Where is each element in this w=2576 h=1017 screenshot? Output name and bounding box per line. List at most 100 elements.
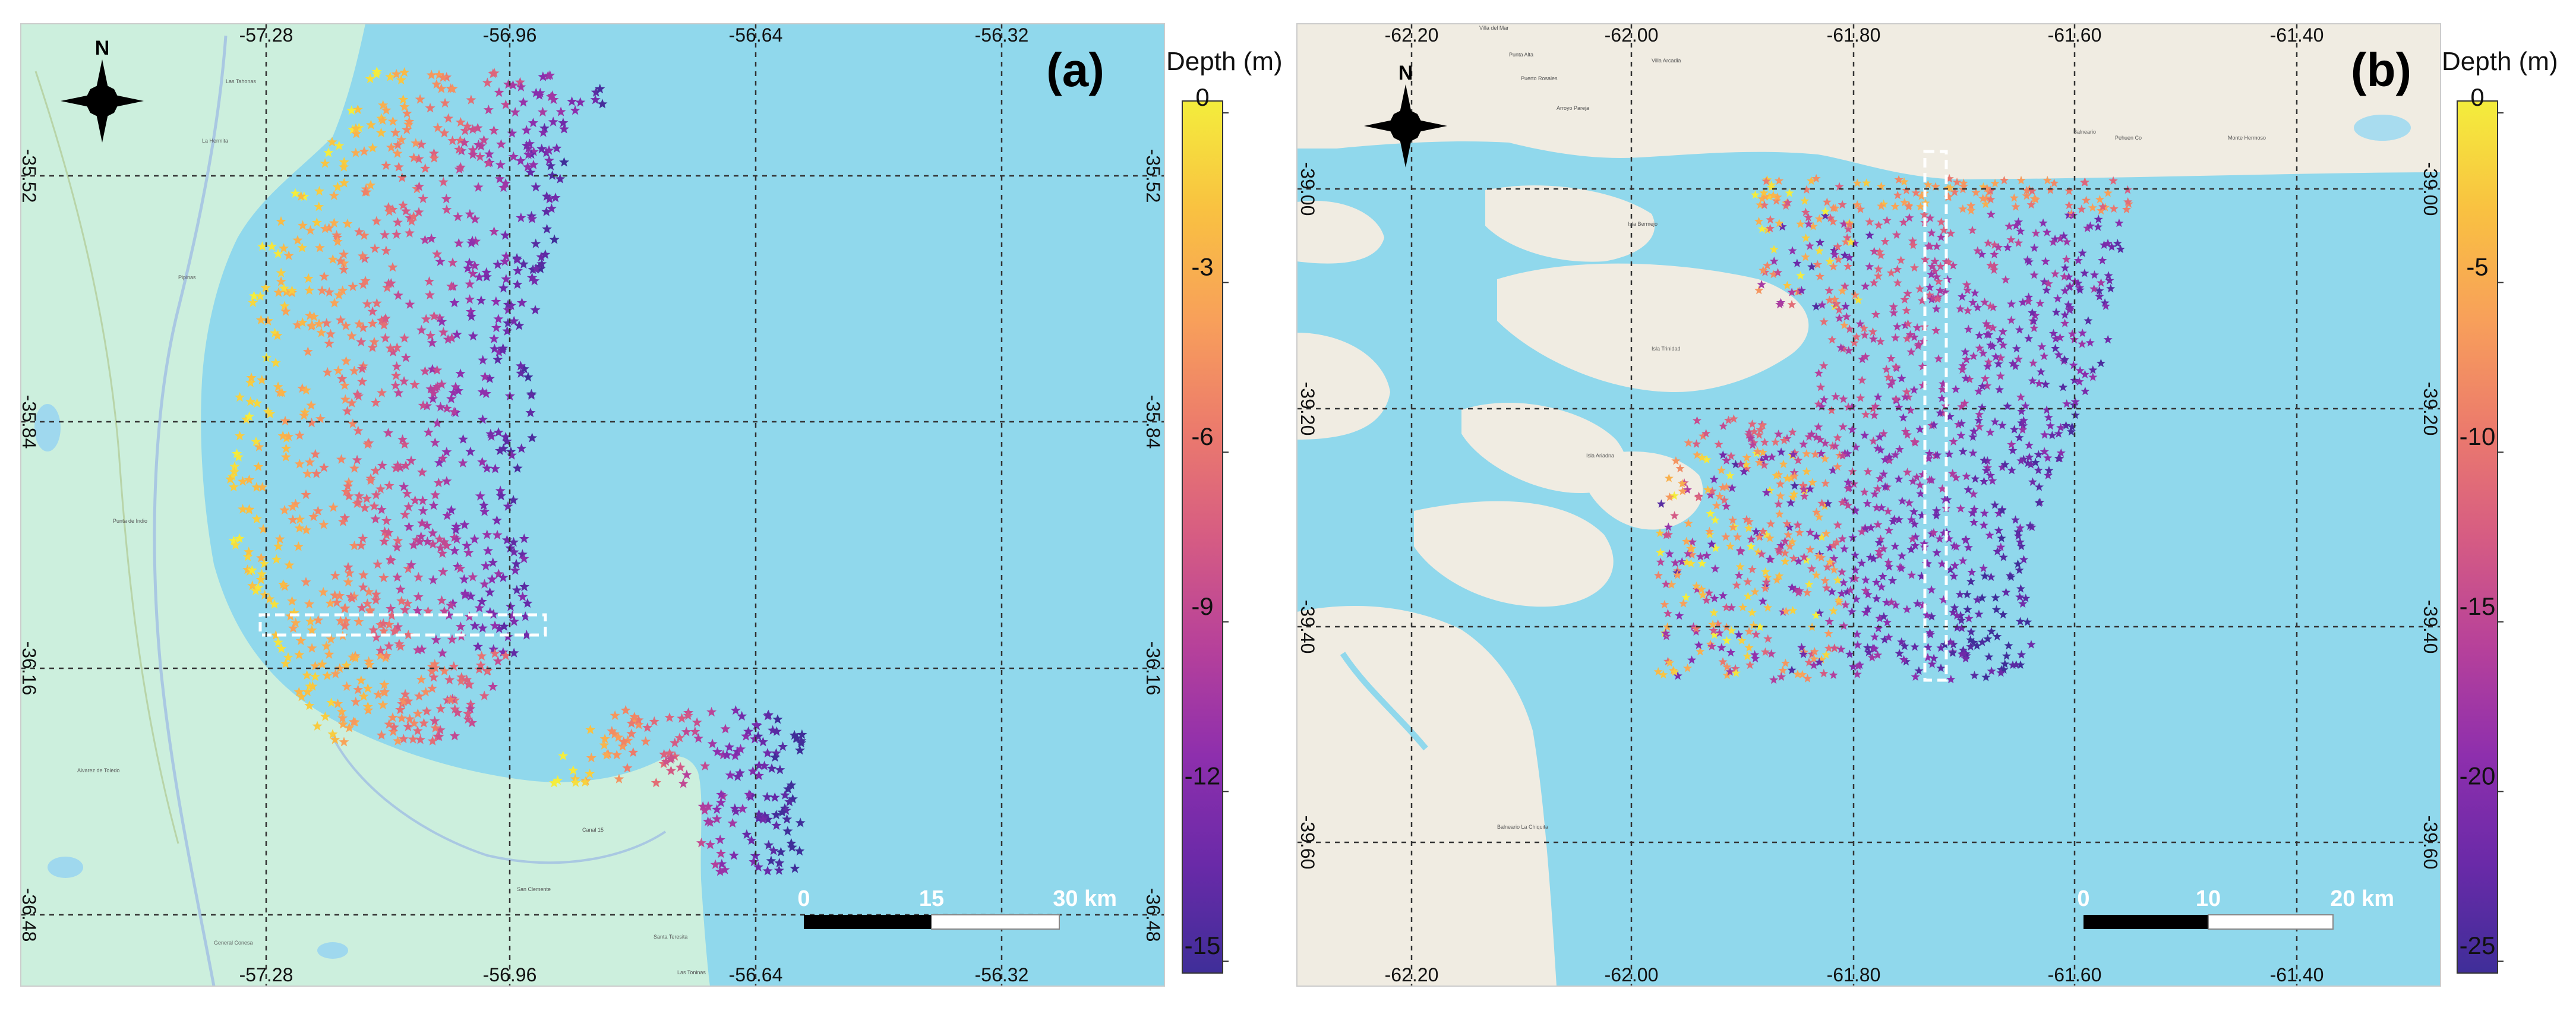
sample-point <box>737 710 747 721</box>
sample-point <box>2098 255 2107 265</box>
sample-point <box>2029 270 2039 279</box>
sample-point <box>469 620 480 630</box>
sample-point <box>438 72 449 82</box>
sample-point <box>493 314 504 324</box>
sample-point <box>1756 200 1765 209</box>
sample-point <box>528 159 539 169</box>
sample-point <box>1656 548 1665 557</box>
sample-point <box>389 722 399 732</box>
sample-point <box>1727 483 1737 492</box>
sample-point <box>1903 319 1913 328</box>
town-label: Monte Hermoso <box>2228 135 2266 141</box>
sample-point <box>320 711 330 721</box>
lat-label: -36.16 <box>18 642 40 696</box>
sample-point <box>1838 534 1847 543</box>
sample-point <box>1977 403 1987 412</box>
sample-point <box>332 232 343 242</box>
sample-point <box>1900 295 1909 304</box>
sample-point <box>1937 217 1946 226</box>
sample-point <box>753 731 763 741</box>
sample-point <box>1864 648 1873 656</box>
sample-point <box>683 710 693 720</box>
sample-point <box>2109 204 2119 213</box>
sample-point <box>478 500 489 510</box>
sample-point <box>413 153 424 164</box>
sample-point <box>436 83 447 93</box>
panel-a-map[interactable] <box>21 24 1164 986</box>
sample-point <box>238 504 248 514</box>
town-label: Isla Ariadna <box>1586 453 1614 459</box>
sample-point <box>379 687 390 697</box>
sample-point <box>1862 178 1871 187</box>
sample-point <box>444 674 455 685</box>
sample-point <box>297 242 308 252</box>
sample-point <box>1983 634 1993 643</box>
sample-point <box>1894 515 1904 524</box>
panel-a-lagoon-2 <box>48 857 83 878</box>
sample-point <box>1956 611 1965 620</box>
sample-point <box>1849 338 1859 347</box>
sample-point <box>402 124 412 134</box>
sample-point <box>580 776 591 787</box>
sample-point <box>1880 635 1889 644</box>
sample-point <box>1870 489 1880 498</box>
panel-b-map[interactable] <box>1297 24 2441 986</box>
sample-point <box>1687 655 1697 664</box>
sample-point <box>301 525 312 535</box>
sample-point <box>339 264 349 274</box>
sample-point <box>2012 344 2021 353</box>
sample-point <box>325 329 336 339</box>
sample-point <box>549 778 560 788</box>
sample-point <box>1819 317 1829 326</box>
sample-point <box>519 553 529 563</box>
sample-point <box>332 597 342 607</box>
sample-point <box>548 116 558 127</box>
sample-point <box>409 718 419 728</box>
sample-point <box>476 596 487 607</box>
sample-point <box>626 728 637 738</box>
sample-point <box>1773 268 1783 277</box>
sample-point <box>1875 247 1884 256</box>
sample-point <box>1665 492 1675 501</box>
sample-point <box>235 391 245 402</box>
sample-point <box>277 430 288 441</box>
sample-point <box>291 498 301 508</box>
sample-point <box>399 102 410 112</box>
sample-point <box>251 513 262 524</box>
sample-point <box>410 495 421 505</box>
sample-point <box>2044 279 2053 288</box>
sample-point <box>1814 422 1823 431</box>
sample-point <box>1763 573 1772 582</box>
sample-point <box>2096 358 2105 368</box>
sample-point <box>1906 347 1916 356</box>
sample-point <box>737 803 748 813</box>
sample-point <box>1982 184 1992 192</box>
sample-point <box>544 194 555 204</box>
sample-point <box>2059 383 2068 391</box>
sample-point <box>1980 456 1989 465</box>
sample-point <box>1712 501 1721 510</box>
sample-point <box>1958 361 1968 370</box>
sample-point <box>2024 334 2034 343</box>
sample-point <box>273 287 284 297</box>
sample-point <box>2010 425 2019 434</box>
sample-point <box>1854 661 1863 670</box>
sample-point <box>1840 496 1849 505</box>
sample-point <box>356 602 367 612</box>
sample-point <box>228 535 239 545</box>
sample-point <box>2089 284 2099 293</box>
sample-point <box>1879 429 1889 438</box>
sample-point <box>339 513 350 523</box>
sample-point <box>1931 326 1941 335</box>
sample-point <box>320 223 330 233</box>
sample-point <box>610 710 620 720</box>
sample-point <box>692 717 702 727</box>
sample-point <box>1983 362 1993 371</box>
sample-point <box>1891 362 1901 371</box>
sample-point <box>259 558 270 568</box>
sample-point <box>402 488 412 498</box>
sample-point <box>1921 255 1930 264</box>
sample-point <box>1879 199 1889 209</box>
panel-b-lon-bottom: -62.20 -62.00 -61.80 -61.60 -61.40 <box>1385 964 2324 986</box>
sample-point <box>2060 318 2070 327</box>
